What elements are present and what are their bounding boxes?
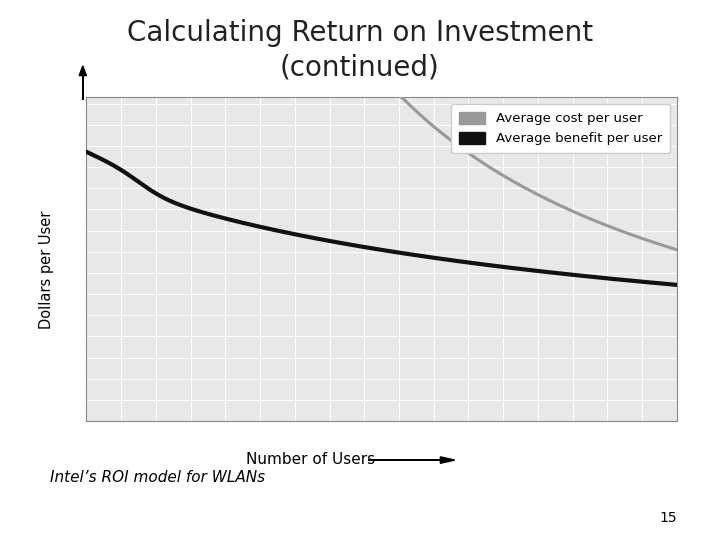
Text: Intel’s ROI model for WLANs: Intel’s ROI model for WLANs [50, 470, 266, 485]
Legend: Average cost per user, Average benefit per user: Average cost per user, Average benefit p… [451, 104, 670, 153]
Text: 15: 15 [660, 511, 677, 525]
Text: Calculating Return on Investment
(continued): Calculating Return on Investment (contin… [127, 19, 593, 82]
Text: Number of Users: Number of Users [246, 451, 375, 467]
Text: Dollars per User: Dollars per User [40, 211, 54, 329]
